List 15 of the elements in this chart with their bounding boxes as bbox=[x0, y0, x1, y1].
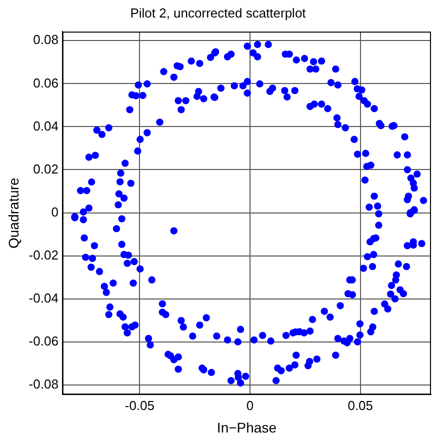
y-tick-label: 0.06 bbox=[33, 75, 58, 90]
y-tick-label: 0.02 bbox=[33, 161, 58, 176]
x-axis-title: In−Phase bbox=[216, 419, 277, 436]
y-tick-label: -0.02 bbox=[28, 247, 58, 262]
x-tick-label: 0.05 bbox=[348, 398, 374, 413]
y-axis-title: Quadrature bbox=[5, 177, 22, 249]
y-tick-label: -0.08 bbox=[28, 376, 58, 392]
y-tick-label: 0.04 bbox=[33, 118, 58, 134]
y-tick-label: 0.08 bbox=[33, 32, 58, 48]
y-tick-label: -0.06 bbox=[28, 333, 58, 348]
y-tick-label: -0.04 bbox=[28, 290, 58, 306]
x-tick-label: -0.05 bbox=[124, 398, 154, 413]
chart-title: Pilot 2, uncorrected scatterplot bbox=[130, 5, 306, 20]
y-tick-label: 0 bbox=[51, 204, 58, 220]
x-tick-label: 0 bbox=[246, 398, 254, 413]
